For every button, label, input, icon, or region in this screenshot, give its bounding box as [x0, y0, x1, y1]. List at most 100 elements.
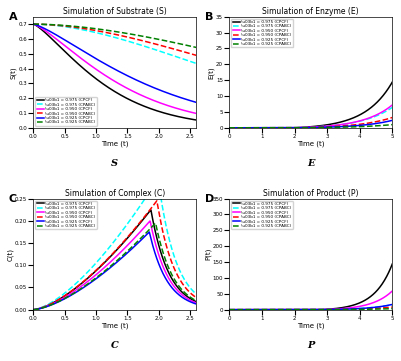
Text: B: B [205, 12, 213, 22]
\u03b1 = 0.975 (CPABC) [108, 243, 113, 248]
Y-axis label: E(t): E(t) [208, 66, 215, 79]
\u03b1 = 0.950 (CPABC) [31, 22, 36, 26]
\u03b1 = 0.925 (CPABC) [194, 45, 199, 49]
\u03b1 = 0.950 (CPCF) [324, 124, 329, 129]
\u03b1 = 0.975 (CPCF) [128, 98, 133, 102]
\u03b1 = 0.925 (CPABC) [390, 122, 395, 127]
\u03b1 = 0.950 (CPCF) [109, 258, 114, 263]
\u03b1 = 0.975 (CPCF) [390, 80, 395, 84]
Y-axis label: P(t): P(t) [205, 248, 211, 260]
\u03b1 = 0.925 (CPABC) [227, 126, 232, 130]
\u03b1 = 0.975 (CPCF) [305, 125, 310, 129]
Line: \u03b1 = 0.950 (CPCF): \u03b1 = 0.950 (CPCF) [229, 105, 392, 128]
\u03b1 = 0.950 (CPCF) [390, 289, 395, 293]
\u03b1 = 0.975 (CPABC) [315, 308, 320, 312]
\u03b1 = 0.950 (CPCF) [360, 304, 365, 308]
Line: \u03b1 = 0.950 (CPCF): \u03b1 = 0.950 (CPCF) [33, 24, 196, 113]
Line: \u03b1 = 0.925 (CPABC): \u03b1 = 0.925 (CPABC) [229, 125, 392, 128]
\u03b1 = 0.975 (CPABC) [305, 308, 310, 312]
\u03b1 = 0.975 (CPCF) [148, 208, 153, 212]
\u03b1 = 0.950 (CPABC) [390, 115, 395, 119]
\u03b1 = 0.925 (CPCF) [31, 308, 36, 312]
\u03b1 = 0.950 (CPABC) [315, 308, 320, 312]
\u03b1 = 0.975 (CPCF) [324, 307, 329, 312]
\u03b1 = 0.925 (CPABC) [31, 308, 36, 312]
\u03b1 = 0.950 (CPABC) [390, 305, 395, 309]
\u03b1 = 0.975 (CPCF) [190, 117, 195, 122]
\u03b1 = 0.975 (CPABC) [315, 125, 320, 129]
\u03b1 = 0.950 (CPABC) [128, 232, 133, 236]
\u03b1 = 0.925 (CPCF) [324, 308, 329, 312]
\u03b1 = 0.975 (CPCF) [194, 300, 199, 304]
Legend: \u03b1 = 0.975 (CPCF), \u03b1 = 0.975 (CPABC), \u03b1 = 0.950 (CPCF), \u03b1 = 0: \u03b1 = 0.975 (CPCF), \u03b1 = 0.975 (C… [231, 201, 293, 229]
Text: P: P [307, 341, 314, 350]
\u03b1 = 0.950 (CPCF) [31, 22, 36, 26]
\u03b1 = 0.975 (CPABC) [386, 108, 391, 112]
Line: \u03b1 = 0.925 (CPCF): \u03b1 = 0.925 (CPCF) [229, 120, 392, 128]
Text: C: C [9, 194, 17, 204]
\u03b1 = 0.950 (CPCF) [148, 219, 152, 223]
\u03b1 = 0.925 (CPCF) [31, 22, 36, 26]
\u03b1 = 0.975 (CPABC) [304, 308, 309, 312]
Line: \u03b1 = 0.975 (CPABC): \u03b1 = 0.975 (CPABC) [33, 179, 196, 310]
\u03b1 = 0.925 (CPCF) [128, 248, 133, 252]
Title: Simulation of Product (P): Simulation of Product (P) [263, 189, 358, 198]
\u03b1 = 0.975 (CPABC) [227, 126, 232, 130]
\u03b1 = 0.950 (CPABC) [128, 36, 133, 40]
Line: \u03b1 = 0.950 (CPABC): \u03b1 = 0.950 (CPABC) [33, 201, 196, 310]
\u03b1 = 0.925 (CPABC) [109, 263, 114, 268]
\u03b1 = 0.975 (CPABC) [390, 105, 395, 109]
\u03b1 = 0.925 (CPABC) [119, 30, 124, 35]
\u03b1 = 0.925 (CPCF) [305, 308, 310, 312]
\u03b1 = 0.975 (CPCF) [360, 111, 365, 115]
\u03b1 = 0.925 (CPCF) [227, 126, 232, 130]
\u03b1 = 0.975 (CPABC) [109, 34, 114, 39]
\u03b1 = 0.950 (CPCF) [31, 308, 36, 312]
\u03b1 = 0.925 (CPABC) [119, 255, 124, 259]
\u03b1 = 0.925 (CPABC) [109, 29, 114, 33]
\u03b1 = 0.925 (CPABC) [386, 306, 391, 311]
\u03b1 = 0.975 (CPABC) [194, 292, 199, 296]
\u03b1 = 0.950 (CPABC) [227, 126, 232, 130]
\u03b1 = 0.925 (CPCF) [109, 264, 114, 269]
\u03b1 = 0.975 (CPABC) [119, 230, 124, 234]
\u03b1 = 0.975 (CPABC) [360, 118, 365, 123]
\u03b1 = 0.975 (CPABC) [324, 124, 329, 128]
\u03b1 = 0.925 (CPCF) [147, 230, 152, 234]
\u03b1 = 0.975 (CPABC) [31, 22, 36, 26]
Line: \u03b1 = 0.925 (CPCF): \u03b1 = 0.925 (CPCF) [229, 304, 392, 310]
\u03b1 = 0.925 (CPCF) [190, 301, 195, 305]
\u03b1 = 0.975 (CPCF) [108, 254, 113, 258]
\u03b1 = 0.975 (CPCF) [190, 298, 195, 302]
\u03b1 = 0.925 (CPABC) [390, 306, 395, 311]
\u03b1 = 0.950 (CPCF) [194, 111, 199, 116]
\u03b1 = 0.950 (CPABC) [165, 247, 170, 251]
\u03b1 = 0.950 (CPCF) [109, 77, 114, 82]
\u03b1 = 0.975 (CPABC) [227, 308, 232, 312]
\u03b1 = 0.925 (CPABC) [165, 262, 170, 267]
\u03b1 = 0.925 (CPABC) [360, 124, 365, 129]
\u03b1 = 0.950 (CPABC) [154, 199, 159, 203]
\u03b1 = 0.925 (CPCF) [119, 256, 124, 260]
\u03b1 = 0.950 (CPCF) [119, 83, 124, 87]
\u03b1 = 0.975 (CPABC) [194, 61, 199, 66]
Line: \u03b1 = 0.950 (CPABC): \u03b1 = 0.950 (CPABC) [33, 24, 196, 55]
\u03b1 = 0.925 (CPCF) [304, 308, 309, 312]
Text: E: E [307, 159, 314, 168]
Title: Simulation of Substrate (S): Simulation of Substrate (S) [63, 7, 167, 16]
\u03b1 = 0.975 (CPCF) [304, 125, 309, 129]
\u03b1 = 0.925 (CPCF) [360, 123, 365, 127]
Line: \u03b1 = 0.950 (CPABC): \u03b1 = 0.950 (CPABC) [229, 117, 392, 128]
\u03b1 = 0.925 (CPCF) [360, 306, 365, 310]
Line: \u03b1 = 0.925 (CPABC): \u03b1 = 0.925 (CPABC) [229, 309, 392, 310]
\u03b1 = 0.975 (CPABC) [128, 218, 133, 222]
\u03b1 = 0.975 (CPCF) [109, 87, 114, 92]
\u03b1 = 0.925 (CPABC) [108, 264, 113, 268]
\u03b1 = 0.925 (CPABC) [128, 246, 133, 251]
\u03b1 = 0.925 (CPCF) [390, 118, 395, 122]
\u03b1 = 0.925 (CPCF) [386, 303, 391, 308]
Line: \u03b1 = 0.975 (CPABC): \u03b1 = 0.975 (CPABC) [229, 107, 392, 128]
\u03b1 = 0.975 (CPCF) [109, 253, 114, 257]
Legend: \u03b1 = 0.975 (CPCF), \u03b1 = 0.975 (CPABC), \u03b1 = 0.950 (CPCF), \u03b1 = 0: \u03b1 = 0.975 (CPCF), \u03b1 = 0.975 (C… [35, 97, 97, 126]
\u03b1 = 0.950 (CPABC) [119, 34, 124, 38]
